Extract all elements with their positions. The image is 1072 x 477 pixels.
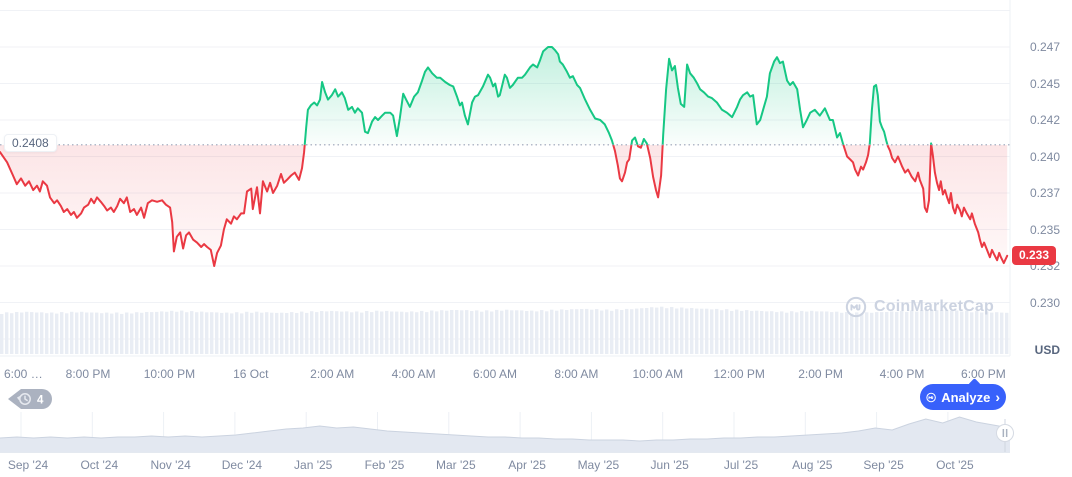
x-axis-tick: 4:00 PM [879, 367, 925, 381]
x-axis-tick: 8:00 PM [65, 367, 111, 381]
x-axis-tick: 12:00 PM [713, 367, 765, 381]
x-axis-tick: 10:00 PM [143, 367, 196, 381]
x-axis-tick: 4:00 AM [391, 367, 436, 381]
navigator-month-label: May '25 [577, 458, 620, 472]
price-line-up [303, 46, 933, 145]
history-count-pill[interactable]: 4 [6, 386, 56, 412]
x-axis-tick: 6:00 PM [961, 367, 1006, 381]
navigator-month-label: Oct '25 [936, 458, 974, 472]
last-price-badge: 0.233 [1012, 245, 1057, 265]
watermark: CoinMarketCap [845, 296, 994, 318]
navigator-month-label: Apr '25 [508, 458, 546, 472]
volume-bars [0, 306, 1009, 354]
navigator-handle[interactable] [996, 419, 1014, 452]
navigator-month-label: Jan '25 [294, 458, 333, 472]
navigator-area[interactable] [0, 417, 1010, 452]
range-navigator[interactable] [0, 409, 1020, 457]
navigator-month-label: Nov '24 [150, 458, 191, 472]
navigator-month-label: Mar '25 [435, 458, 476, 472]
y-axis-tick: 0.247 [1029, 40, 1060, 54]
y-axis-tick: 0.237 [1029, 186, 1060, 200]
x-axis-tick: 8:00 AM [554, 367, 599, 381]
price-line-down [0, 144, 1009, 267]
navigator-month-label: Feb '25 [364, 458, 405, 472]
navigator-month-label: Jul '25 [723, 458, 759, 472]
loss-area [0, 144, 1008, 266]
y-axis-tick: 0.235 [1029, 222, 1060, 237]
history-clock-icon [16, 393, 31, 405]
baseline-price-label: 0.2408 [4, 134, 57, 152]
navigator-month-label: Oct '24 [80, 458, 119, 472]
navigator-month-label: Jun '25 [650, 458, 689, 472]
x-axis-tick: 10:00 AM [632, 367, 684, 381]
navigator-month-label: Aug '25 [792, 458, 833, 472]
x-axis-tick: 6:00 AM [472, 367, 518, 381]
y-axis-tick: 0.245 [1029, 76, 1060, 91]
chevron-right-icon: › [995, 388, 1000, 405]
watermark-text: CoinMarketCap [874, 298, 994, 315]
x-axis-tick: 6:00 … [4, 367, 43, 381]
history-count: 4 [37, 395, 44, 407]
y-axis-tick: 0.230 [1029, 295, 1060, 310]
analyze-button-label: Analyze [941, 389, 991, 405]
x-axis-tick: 2:00 AM [310, 367, 355, 381]
analyze-button[interactable]: Analyze › [920, 384, 1006, 410]
navigator-month-label: Sep '25 [863, 458, 904, 472]
x-axis-tick: 2:00 PM [798, 367, 843, 381]
coinmarketcap-logo-icon [845, 296, 867, 318]
navigator-month-label: Dec '24 [221, 458, 263, 472]
y-axis-tick: 0.240 [1029, 149, 1060, 164]
navigator-month-label: Sep '24 [7, 458, 49, 472]
y-axis-unit-label: USD [1034, 343, 1060, 357]
y-axis-tick: 0.242 [1029, 113, 1060, 127]
x-axis-tick: 16 Oct [233, 367, 269, 381]
coinmarketcap-logo-icon [926, 392, 936, 402]
navigator-line [0, 416, 1011, 442]
price-chart-canvas[interactable] [0, 0, 1072, 409]
